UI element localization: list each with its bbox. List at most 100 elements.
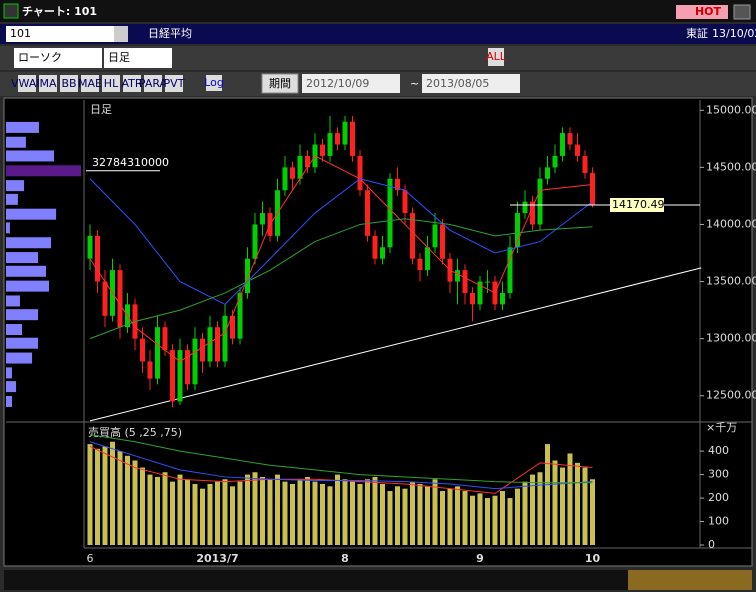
volume-bar <box>140 467 145 545</box>
candle-body <box>147 361 153 379</box>
indicator-button[interactable] <box>39 75 57 92</box>
navigator-range[interactable] <box>628 570 752 590</box>
range-to[interactable] <box>422 74 520 93</box>
period-select[interactable] <box>104 48 172 68</box>
date: 13/10/02 <box>712 27 756 40</box>
candle-body <box>117 270 123 328</box>
candle-body <box>290 167 295 179</box>
candle-body <box>177 350 183 402</box>
indicator-button[interactable] <box>144 75 162 92</box>
navigator <box>4 570 752 590</box>
price-volume-bar <box>6 395 12 407</box>
candle-body <box>485 281 490 283</box>
volume-bar <box>545 444 550 545</box>
volume-bar <box>485 498 490 545</box>
volume-title: 売買高 (5 ,25 ,75) <box>88 425 182 439</box>
candle-body <box>515 213 520 248</box>
style-select[interactable] <box>14 48 102 68</box>
candle-body <box>237 292 243 339</box>
indicator-button[interactable] <box>102 75 120 92</box>
candle-body <box>372 235 378 259</box>
volume-bar <box>297 479 303 545</box>
candle-body <box>215 327 220 362</box>
volume-bar <box>402 488 408 545</box>
close-button[interactable] <box>733 4 751 20</box>
trendline <box>89 267 702 422</box>
indicator-button[interactable] <box>165 75 183 92</box>
volume-bar <box>200 488 205 545</box>
volume-unit: ×千万 <box>706 421 737 434</box>
candle-body <box>575 144 580 156</box>
candle-body <box>222 315 228 362</box>
period-label: 日足 <box>90 103 112 116</box>
candle-body <box>95 235 100 282</box>
indicator-label: PVT <box>164 77 185 90</box>
volume-bar <box>252 472 258 545</box>
volume-bar <box>590 479 595 545</box>
range-from[interactable] <box>302 74 400 93</box>
volume-bar <box>215 481 220 545</box>
indicator-button[interactable] <box>18 75 36 92</box>
price-volume-bar <box>6 252 39 264</box>
volume-bar <box>575 462 580 545</box>
price-volume-bar <box>6 265 47 277</box>
volume-bar <box>372 476 378 545</box>
candle-body <box>500 292 505 305</box>
volume-bar <box>440 491 445 545</box>
y-tick-label: 13500.00 <box>706 275 756 288</box>
candle-body <box>245 258 250 293</box>
price-volume-bar <box>6 165 81 177</box>
volume-bar <box>305 476 310 545</box>
log-label: Log <box>204 76 224 89</box>
symbol-input[interactable] <box>6 26 124 42</box>
volume-bar <box>447 488 453 545</box>
indicator-button[interactable] <box>81 75 99 92</box>
volume-bar <box>417 483 423 545</box>
volume-bar <box>282 481 288 545</box>
volume-bar <box>462 491 468 545</box>
indicator-button[interactable] <box>123 75 141 92</box>
hot-button[interactable] <box>676 5 728 19</box>
symbol-bar <box>0 24 756 44</box>
price-volume-bar <box>6 193 18 205</box>
indicator-button[interactable] <box>60 75 78 92</box>
x-tick-label: 10 <box>585 552 601 565</box>
volume-bar <box>455 486 460 545</box>
candle-body <box>545 167 550 179</box>
candle-body <box>305 155 310 168</box>
title-bar <box>0 0 756 22</box>
price-ma-line <box>89 218 593 340</box>
volume-bar <box>312 481 318 545</box>
symbol-text: 101 <box>10 27 31 40</box>
window-title: チャート: 101 <box>22 5 97 18</box>
candle-body <box>410 213 415 259</box>
candle-body <box>200 338 205 362</box>
all-label: ALL <box>486 50 507 63</box>
candle-body <box>170 350 175 402</box>
volume-ma-line <box>89 434 593 484</box>
candle-body <box>455 270 460 282</box>
candle-body <box>207 327 213 362</box>
volume-bar <box>552 460 558 545</box>
price-volume-bar <box>6 180 25 192</box>
candle-body <box>395 178 400 191</box>
all-button[interactable] <box>488 48 504 66</box>
candle-body <box>417 258 423 271</box>
price-volume-bar <box>6 324 23 336</box>
symbol-dropdown[interactable] <box>114 26 128 42</box>
indicator-label: VWAP <box>11 77 43 90</box>
log-button[interactable] <box>206 75 222 91</box>
indicator-label: MAE <box>78 77 102 90</box>
app-icon <box>3 3 19 19</box>
candle-body <box>155 327 160 379</box>
indicator-label: HL <box>104 77 119 90</box>
volume-bar <box>237 481 243 545</box>
volume-bar <box>380 483 385 545</box>
indicator-label: ATR <box>121 77 142 90</box>
volume-bar <box>425 486 430 545</box>
volume-bar <box>245 474 250 545</box>
price-volume-bar <box>6 136 26 148</box>
candle-body <box>335 133 340 145</box>
range-button[interactable] <box>261 73 299 94</box>
volume-bar <box>185 479 190 545</box>
